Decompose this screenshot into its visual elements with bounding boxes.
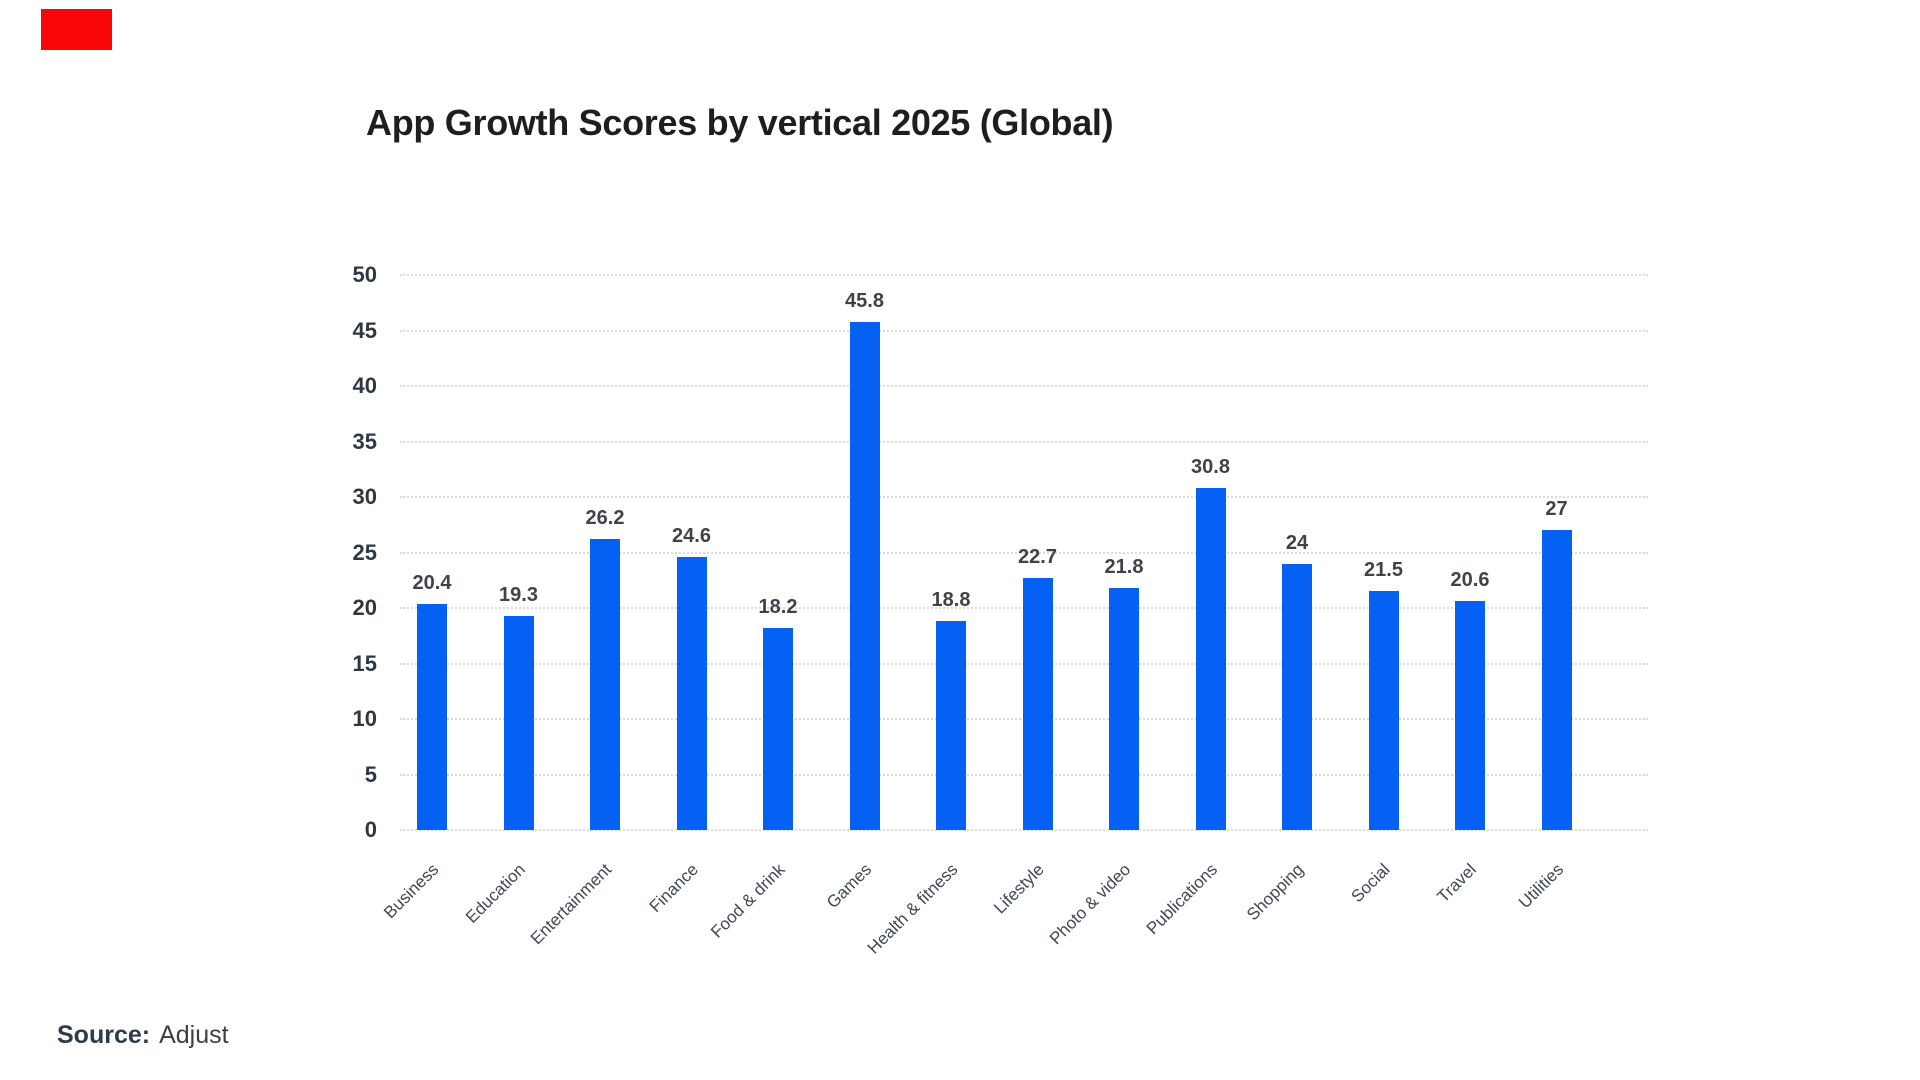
bar-value-label: 27 bbox=[1545, 498, 1568, 521]
y-gridline bbox=[400, 385, 1648, 387]
y-gridline bbox=[400, 496, 1648, 498]
bar bbox=[1282, 563, 1312, 830]
bar bbox=[1195, 488, 1226, 830]
x-axis-category-label: Food & drink bbox=[706, 859, 789, 942]
bar-value-label: 20.4 bbox=[412, 571, 452, 594]
x-axis-category-label: Lifestyle bbox=[990, 859, 1048, 918]
bar bbox=[849, 321, 880, 830]
bar-value-label: 30.8 bbox=[1191, 456, 1230, 479]
x-axis-category-label: Health & fitness bbox=[863, 859, 962, 958]
bar-value-label: 24.6 bbox=[672, 524, 711, 547]
y-axis-tick-label: 50 bbox=[352, 262, 377, 287]
bar bbox=[1368, 591, 1399, 830]
x-axis-category-label: Games bbox=[822, 859, 875, 913]
bar-value-label: 21.5 bbox=[1364, 559, 1403, 582]
bar bbox=[590, 539, 620, 830]
y-gridline bbox=[400, 440, 1648, 443]
x-axis-category-label: Travel bbox=[1433, 859, 1481, 907]
x-axis-category-label: Education bbox=[461, 859, 529, 927]
y-axis-tick-label: 30 bbox=[352, 484, 377, 509]
x-axis-category-label: Finance bbox=[645, 859, 702, 917]
bar-value-label: 21.8 bbox=[1104, 556, 1144, 579]
y-axis-tick-label: 25 bbox=[352, 539, 377, 565]
bar bbox=[1109, 588, 1139, 830]
x-axis-category-label: Entertainment bbox=[527, 859, 616, 949]
x-axis-category-label: Social bbox=[1347, 859, 1394, 907]
bar bbox=[1022, 578, 1053, 830]
y-axis-tick-label: 40 bbox=[352, 373, 377, 398]
chart-title: App Growth Scores by vertical 2025 (Glob… bbox=[366, 102, 1114, 143]
bar-value-label: 18.8 bbox=[931, 589, 971, 612]
bar bbox=[936, 621, 966, 830]
bar-value-label: 24 bbox=[1285, 531, 1309, 554]
bar-value-label: 22.7 bbox=[1018, 546, 1057, 569]
bar-value-label: 45.8 bbox=[845, 289, 884, 312]
bar-value-label: 19.3 bbox=[499, 583, 538, 606]
y-axis-tick-label: 5 bbox=[364, 761, 377, 787]
y-gridline bbox=[400, 274, 1648, 276]
y-gridline bbox=[400, 329, 1648, 332]
x-axis-category-label: Photo & video bbox=[1046, 859, 1135, 949]
x-axis-category-label: Business bbox=[380, 859, 443, 923]
x-axis-category-label: Shopping bbox=[1243, 859, 1308, 925]
bar-value-label: 26.2 bbox=[585, 507, 625, 530]
bar bbox=[1455, 601, 1485, 830]
source-value: Adjust bbox=[159, 1021, 229, 1049]
y-axis-tick-label: 45 bbox=[352, 317, 377, 343]
bar-value-label: 20.6 bbox=[1450, 569, 1490, 592]
y-gridline bbox=[400, 829, 1648, 831]
bar bbox=[763, 627, 793, 830]
y-axis-tick-label: 15 bbox=[352, 650, 377, 676]
source-note: Source: Adjust bbox=[57, 1021, 229, 1050]
bar bbox=[503, 615, 534, 830]
y-axis-tick-label: 35 bbox=[352, 428, 377, 454]
bar bbox=[1541, 530, 1572, 830]
bar-value-label: 18.2 bbox=[758, 595, 798, 618]
y-gridline bbox=[400, 551, 1648, 554]
bar bbox=[417, 603, 447, 830]
x-axis-category-label: Utilities bbox=[1514, 859, 1567, 913]
y-axis-tick-label: 10 bbox=[352, 706, 377, 731]
red-badge bbox=[41, 9, 112, 50]
bar bbox=[676, 556, 707, 830]
source-label: Source: bbox=[57, 1021, 151, 1049]
y-axis-tick-label: 0 bbox=[364, 817, 377, 842]
x-axis-category-label: Publications bbox=[1142, 859, 1221, 939]
y-axis-tick-label: 20 bbox=[352, 595, 377, 620]
